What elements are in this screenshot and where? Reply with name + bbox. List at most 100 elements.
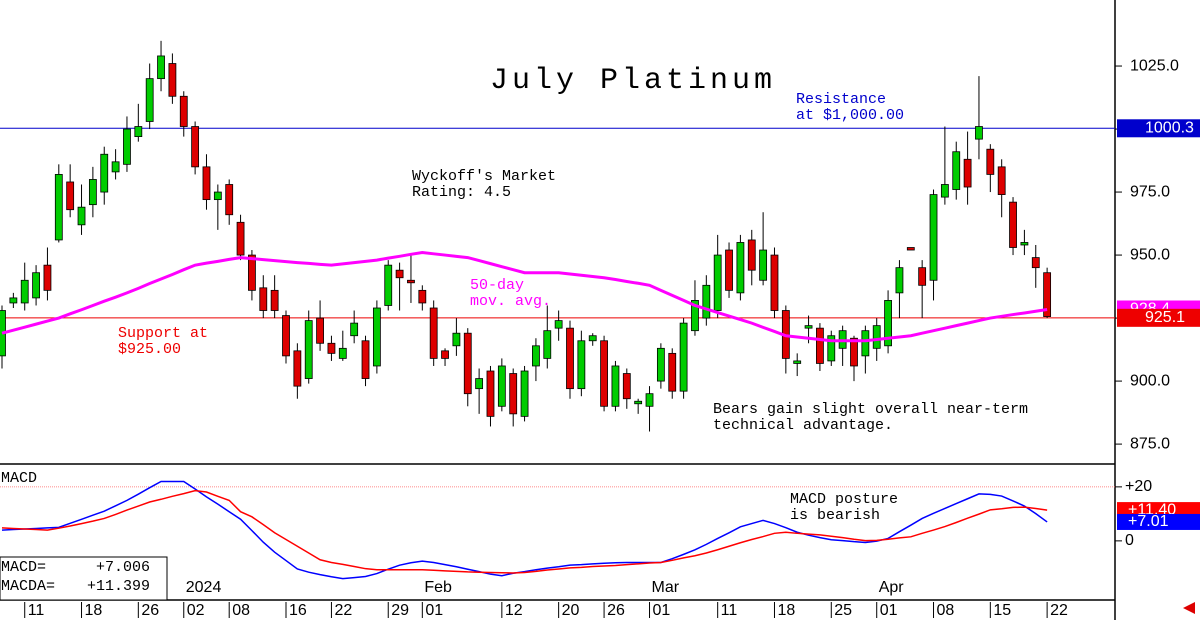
candle-body	[361, 340, 370, 379]
macd-note: MACD posture is bearish	[790, 491, 898, 524]
candle-body	[338, 347, 347, 359]
note-line: MACD posture	[790, 491, 898, 508]
candle-body	[940, 184, 949, 198]
level-value-label: 925.1	[1145, 309, 1185, 326]
candle-body	[600, 340, 608, 407]
macd-line	[1, 480, 1048, 580]
candle-body	[918, 267, 927, 286]
candle-body	[259, 287, 268, 311]
support-note: Support at $925.00	[118, 325, 208, 358]
month-label: Mar	[652, 579, 680, 596]
y-tick-label: 0	[1125, 532, 1134, 549]
candle-body	[1043, 272, 1052, 317]
x-tick-label: 26	[141, 602, 159, 619]
candle-body	[77, 206, 86, 226]
candle-body	[713, 254, 722, 311]
candle-body	[452, 332, 461, 347]
month-label: 2024	[186, 579, 222, 596]
candle-body	[54, 174, 63, 241]
note-line: Resistance	[796, 91, 886, 108]
note-line: Bears gain slight overall near-term	[713, 401, 1028, 418]
month-label: Feb	[424, 579, 452, 596]
month-label: Apr	[879, 579, 905, 596]
candle-body	[747, 239, 756, 271]
macd-title: MACD	[1, 470, 37, 487]
readout-name: MACD=	[1, 559, 46, 576]
x-tick-label: 18	[85, 602, 103, 619]
note-line: Support at	[118, 325, 208, 342]
candle-body	[316, 317, 324, 344]
x-tick-label: 18	[777, 602, 795, 619]
x-tick-label: 25	[834, 602, 852, 619]
candle-body	[213, 191, 222, 201]
x-tick-label: 11	[28, 602, 45, 619]
candle-body	[441, 350, 449, 359]
candle-body	[770, 254, 779, 311]
candle-body	[123, 128, 131, 165]
resistance-note: Resistance at $1,000.00	[796, 91, 904, 124]
x-tick-label: 02	[187, 602, 205, 619]
level-value-label: 1000.3	[1145, 120, 1194, 137]
candle-body	[906, 247, 915, 251]
readout-name: MACDA=	[1, 578, 55, 595]
x-tick-label: 01	[880, 602, 898, 619]
x-tick-label: 12	[505, 602, 523, 619]
macd-line	[1, 489, 1048, 574]
candle-body	[520, 370, 529, 417]
x-tick-label: 22	[1050, 602, 1068, 619]
candle-body	[327, 342, 336, 354]
x-tick-label: 08	[937, 602, 955, 619]
candle-body	[679, 322, 688, 392]
y-tick-label: 1025.0	[1130, 57, 1179, 74]
candle-body	[702, 284, 711, 319]
candle-body	[532, 345, 540, 367]
candle-body	[997, 166, 1006, 195]
candle-body	[395, 269, 404, 279]
macd-value-box	[1117, 513, 1200, 530]
note-line: Rating: 4.5	[412, 184, 511, 201]
candle-body	[725, 249, 733, 291]
candle-body	[804, 325, 813, 329]
y-tick-label: 975.0	[1130, 183, 1170, 200]
x-tick-label: 29	[391, 602, 409, 619]
rating-note: Wyckoff's Market Rating: 4.5	[412, 168, 556, 201]
candle-body	[270, 289, 279, 311]
candle-body	[827, 335, 836, 362]
candle-body	[929, 194, 938, 281]
candle-body	[100, 153, 109, 193]
candle-body	[577, 340, 586, 390]
macd-value-label: +7.01	[1128, 513, 1169, 530]
candle-body	[861, 330, 870, 357]
y-tick-label: 900.0	[1130, 372, 1170, 389]
candle-body	[793, 360, 802, 364]
candle-body	[43, 264, 52, 291]
readout-box	[0, 556, 168, 601]
candle-body	[1031, 257, 1040, 269]
candle-body	[645, 393, 654, 407]
candle-body	[157, 55, 165, 80]
candle-body	[202, 166, 211, 201]
candle-body	[884, 300, 892, 347]
candle-body	[66, 181, 75, 211]
candle-body	[88, 179, 97, 206]
y-tick-label: +20	[1125, 478, 1152, 495]
candle-body	[179, 95, 188, 127]
candle-body	[634, 400, 643, 405]
candle-body	[759, 249, 768, 281]
candle-body	[850, 337, 858, 367]
x-tick-label: 01	[425, 602, 443, 619]
candle-body	[1020, 242, 1029, 246]
candle-body	[1009, 201, 1017, 248]
note-line: technical advantage.	[713, 417, 893, 434]
candle-body	[872, 325, 881, 349]
candle-body	[384, 264, 393, 306]
candle-body	[134, 126, 143, 138]
candle-body	[350, 322, 359, 337]
level-value-box	[1117, 308, 1200, 327]
chart-title: July Platinum	[490, 64, 776, 98]
note-line: 50-day	[470, 277, 524, 294]
ma-note: 50-day mov. avg.	[470, 277, 551, 310]
moving-average	[1, 251, 1048, 343]
candle-body	[20, 279, 29, 304]
